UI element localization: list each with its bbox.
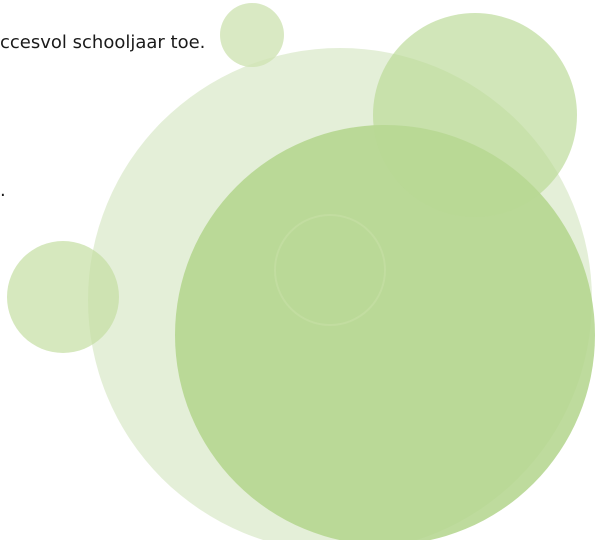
small-top-circle: [220, 3, 284, 67]
text-line: ccesvol schooljaar toe.: [0, 32, 205, 53]
top-right-circle: [373, 13, 577, 217]
left-circle: [7, 241, 119, 353]
text-line: .: [0, 180, 6, 201]
decoration: [0, 0, 596, 540]
page: ccesvol schooljaar toe. .: [0, 0, 596, 540]
